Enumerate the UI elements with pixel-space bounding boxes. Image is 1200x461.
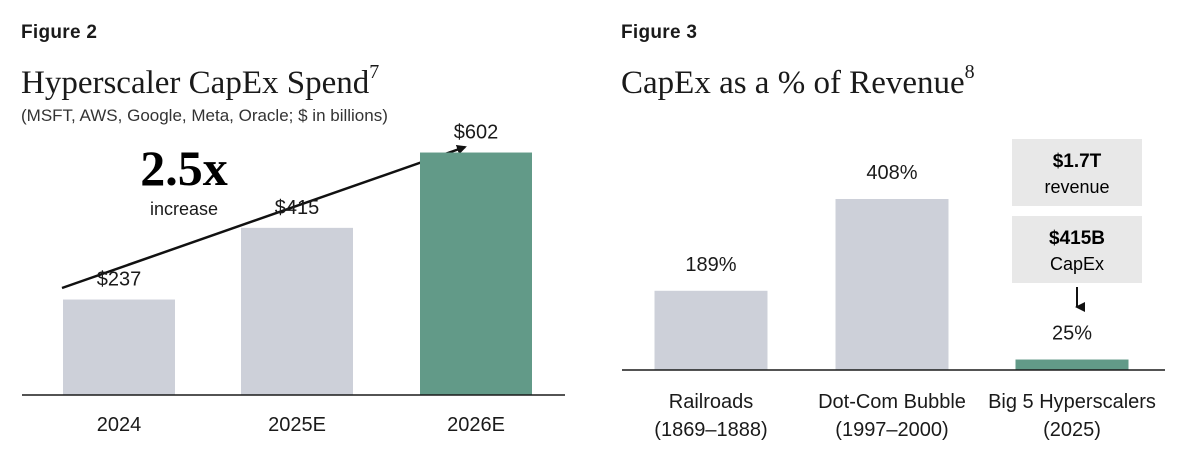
- figure-3-title-footnote: 8: [964, 61, 975, 83]
- bar-2024: [63, 299, 175, 395]
- x-tick-label: (2025): [1043, 419, 1101, 441]
- bar-0: [654, 290, 768, 370]
- figure-3-chart: $1.7T revenue $415B CapEx 189% Railroads (…: [622, 139, 1165, 441]
- figure-2-subtitle: (MSFT, AWS, Google, Meta, Oracle; $ in b…: [21, 106, 388, 125]
- figure-2-chart: 2.5x increase $237 2024 $415 2025E $602 2026E: [22, 122, 565, 436]
- figure-3-label: Figure 3: [621, 22, 698, 43]
- bar-2026e: [420, 152, 532, 395]
- revenue-callout-caption: revenue: [1044, 177, 1109, 197]
- figure-2-panel: Figure 2 Hyperscaler CapEx Spend7 (MSFT,…: [21, 22, 565, 436]
- data-label: $415: [275, 197, 320, 219]
- figure-2-title-footnote: 7: [369, 61, 380, 83]
- revenue-callout-box: [1012, 139, 1142, 206]
- data-label: $602: [454, 122, 499, 144]
- data-label: $237: [97, 269, 142, 291]
- figure-2-title-text: Hyperscaler CapEx Spend: [21, 65, 370, 101]
- bar-1: [835, 199, 949, 370]
- bar-2: [1015, 359, 1129, 370]
- data-label: 25%: [1052, 323, 1092, 345]
- data-label: 408%: [866, 162, 917, 184]
- revenue-callout-value: $1.7T: [1053, 151, 1102, 172]
- figure-3-title-text: CapEx as a % of Revenue: [621, 65, 965, 101]
- figure-2-title: Hyperscaler CapEx Spend7: [21, 61, 380, 102]
- x-tick-label: (1869–1888): [654, 419, 767, 441]
- x-tick-label: 2024: [97, 414, 142, 436]
- bar-2025e: [241, 227, 353, 395]
- x-tick-label: Railroads: [669, 391, 753, 413]
- x-tick-label: 2026E: [447, 414, 505, 436]
- multiplier-label: 2.5x: [140, 140, 228, 196]
- figure-2-label: Figure 2: [21, 22, 98, 43]
- x-tick-label: 2025E: [268, 414, 326, 436]
- multiplier-caption: increase: [150, 199, 218, 219]
- data-label: 189%: [685, 254, 736, 276]
- x-tick-label: Dot-Com Bubble: [818, 391, 966, 413]
- capex-callout-value: $415B: [1049, 228, 1105, 249]
- x-tick-label: Big 5 Hyperscalers: [988, 391, 1156, 413]
- figure-3-panel: Figure 3 CapEx as a % of Revenue8 $1.7T …: [600, 0, 1200, 461]
- figure-3-title: CapEx as a % of Revenue8: [621, 61, 975, 102]
- x-tick-label: (1997–2000): [835, 419, 948, 441]
- capex-callout-box: [1012, 216, 1142, 283]
- capex-callout-caption: CapEx: [1050, 254, 1104, 274]
- growth-arrow: [61, 144, 467, 290]
